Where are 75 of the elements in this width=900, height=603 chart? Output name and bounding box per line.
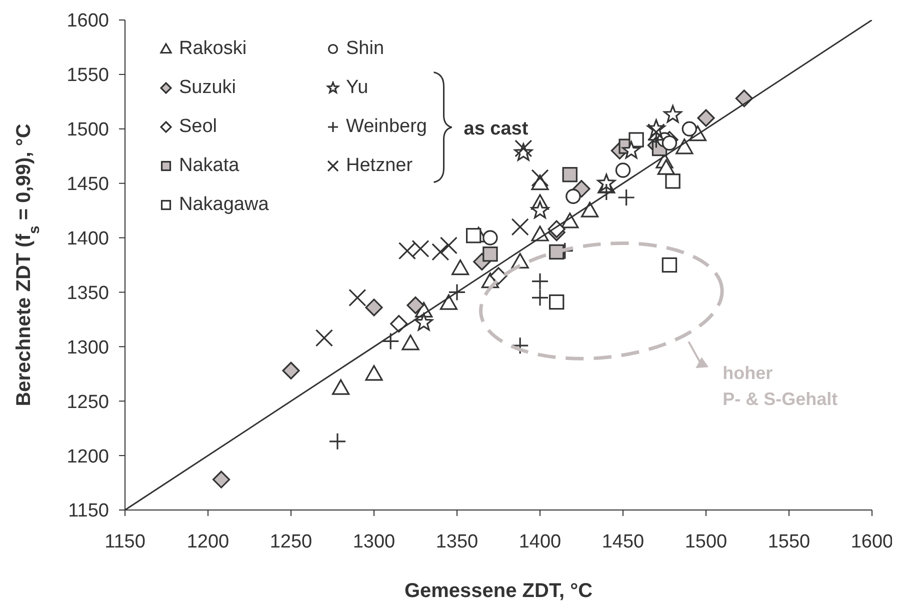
x-tick-label: 1550	[768, 531, 810, 552]
point	[682, 121, 697, 136]
point	[440, 236, 458, 254]
point	[697, 109, 715, 127]
point	[676, 138, 694, 154]
legend-label: Nakata	[179, 155, 240, 177]
point	[622, 141, 640, 159]
point	[328, 432, 346, 450]
point	[365, 365, 383, 381]
x-tick-label: 1150	[104, 531, 146, 552]
y-tick-label: 1350	[66, 282, 109, 304]
point	[664, 105, 682, 123]
legend-label: Shin	[346, 38, 384, 60]
point	[597, 174, 616, 192]
point	[482, 246, 498, 262]
point	[432, 243, 450, 261]
x-tick-label: 1200	[186, 531, 230, 552]
point	[549, 294, 564, 310]
point	[348, 288, 366, 306]
point	[511, 218, 529, 236]
point	[511, 336, 529, 354]
legend-label: Suzuki	[179, 77, 236, 99]
y-tick-label: 1150	[68, 500, 109, 522]
point	[662, 257, 678, 273]
point	[452, 259, 470, 276]
point	[657, 159, 675, 175]
x-tick-label: 1600	[850, 531, 894, 552]
point	[581, 202, 599, 218]
y-tick-label: 1200	[66, 446, 109, 468]
x-axis-title: Gemessene ZDT, °C	[404, 580, 593, 602]
point	[530, 200, 550, 218]
point	[514, 140, 532, 158]
point	[531, 272, 549, 290]
legend-label: Yu	[346, 77, 368, 99]
point	[665, 174, 680, 189]
point	[531, 288, 549, 306]
annotation: as cast	[464, 118, 529, 140]
point	[566, 188, 581, 204]
y-tick-label: 1250	[66, 392, 109, 413]
legend-label: Seol	[179, 116, 218, 138]
x-tick-label: 1350	[436, 531, 478, 552]
point	[382, 332, 400, 350]
x-tick-label: 1500	[684, 531, 728, 552]
point	[448, 283, 466, 302]
point	[662, 135, 678, 151]
x-tick-label: 1300	[352, 531, 396, 552]
point	[406, 296, 424, 314]
point	[628, 132, 644, 148]
legend-label: Rakoski	[179, 38, 247, 60]
x-tick-label: 1250	[270, 531, 312, 552]
x-tick-label: 1450	[602, 531, 644, 552]
y-tick-label: 1400	[66, 228, 109, 250]
y-tick-label: 1600	[66, 10, 109, 32]
x-tick-label: 1400	[518, 531, 562, 552]
point	[562, 167, 578, 182]
point	[315, 329, 333, 347]
legend-label: Hetzner	[346, 155, 413, 177]
legend-label: Nakagawa	[179, 194, 269, 216]
annotation: hoher P- & S-Gehalt	[722, 363, 838, 410]
legend-label: Weinberg	[346, 116, 427, 138]
y-tick-label: 1450	[66, 174, 109, 196]
point	[440, 294, 458, 310]
y-tick-label: 1300	[66, 337, 109, 358]
y-tick-label: 1550	[66, 65, 109, 86]
y-tick-label: 1500	[66, 120, 109, 141]
point	[212, 470, 230, 488]
point	[365, 298, 383, 316]
point	[282, 362, 300, 380]
point	[615, 162, 631, 178]
point	[402, 334, 420, 350]
point	[618, 188, 636, 206]
point	[531, 169, 549, 187]
point	[414, 313, 433, 331]
point	[482, 230, 498, 246]
point	[332, 379, 350, 395]
